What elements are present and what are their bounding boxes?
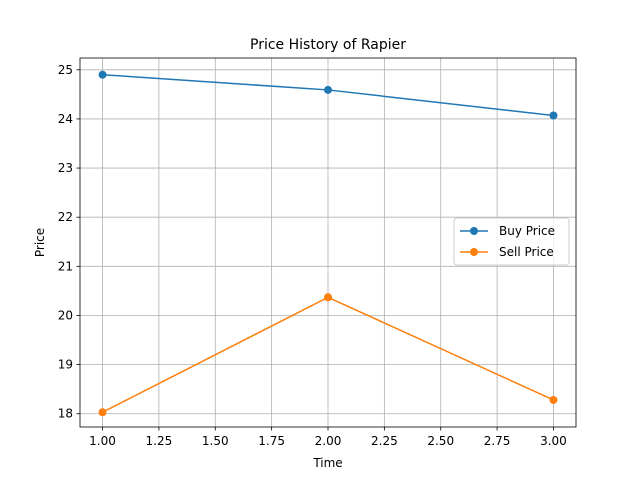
y-tick-label: 20 — [58, 308, 73, 322]
y-tick-label: 24 — [58, 112, 73, 126]
y-tick-label: 22 — [58, 210, 73, 224]
x-tick-label: 1.50 — [202, 434, 229, 448]
legend-sell-price-marker — [470, 248, 478, 256]
chart-title: Price History of Rapier — [250, 37, 406, 53]
buy-price-point — [98, 70, 107, 79]
legend-sell-price-label: Sell Price — [499, 245, 554, 259]
x-tick-label: 1.75 — [258, 434, 285, 448]
y-tick-label: 23 — [58, 161, 73, 175]
x-tick-label: 2.50 — [427, 434, 454, 448]
y-tick-label: 25 — [58, 63, 73, 77]
y-tick-label: 19 — [58, 358, 73, 372]
ticks: 1.00 1.25 1.50 1.75 2.00 2.25 2.50 2.75 3.00 18 19… — [58, 63, 567, 448]
sell-price-point — [324, 293, 332, 302]
x-axis-title: Time — [312, 456, 342, 470]
x-tick-label: 1.00 — [89, 434, 116, 448]
legend-box — [453, 217, 570, 266]
sell-price-point — [98, 408, 107, 417]
y-axis-title: Price — [33, 228, 47, 257]
legend: Buy Price Sell Price — [453, 217, 570, 266]
legend-buy-price-marker — [470, 227, 478, 235]
sell-price-point — [549, 395, 558, 404]
y-tick-label: 18 — [58, 407, 73, 421]
x-tick-label: 3.00 — [540, 434, 567, 448]
grid — [80, 58, 576, 427]
buy-price-point — [549, 111, 558, 120]
legend-buy-price-label: Buy Price — [499, 224, 555, 238]
y-tick-label: 21 — [58, 259, 73, 273]
buy-price-point — [324, 85, 332, 94]
series-layer — [98, 70, 558, 417]
x-tick-label: 2.75 — [484, 434, 511, 448]
x-tick-label: 2.25 — [371, 434, 398, 448]
x-tick-label: 1.25 — [146, 434, 173, 448]
x-tick-label: 2.00 — [315, 434, 342, 448]
